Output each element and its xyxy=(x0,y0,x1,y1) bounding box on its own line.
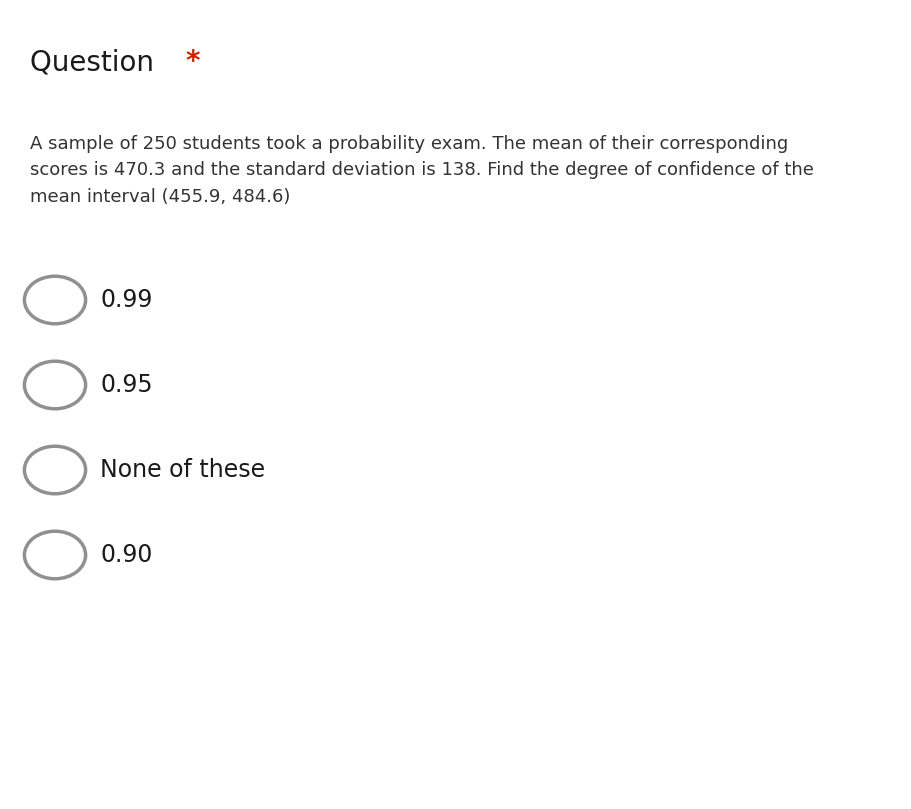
Text: Question: Question xyxy=(30,48,163,76)
Text: 0.95: 0.95 xyxy=(100,373,153,397)
Text: *: * xyxy=(185,48,200,76)
Text: 0.90: 0.90 xyxy=(100,543,152,567)
Text: None of these: None of these xyxy=(100,458,265,482)
Text: A sample of 250 students took a probability exam. The mean of their correspondin: A sample of 250 students took a probabil… xyxy=(30,135,814,205)
Text: 0.99: 0.99 xyxy=(100,288,152,312)
